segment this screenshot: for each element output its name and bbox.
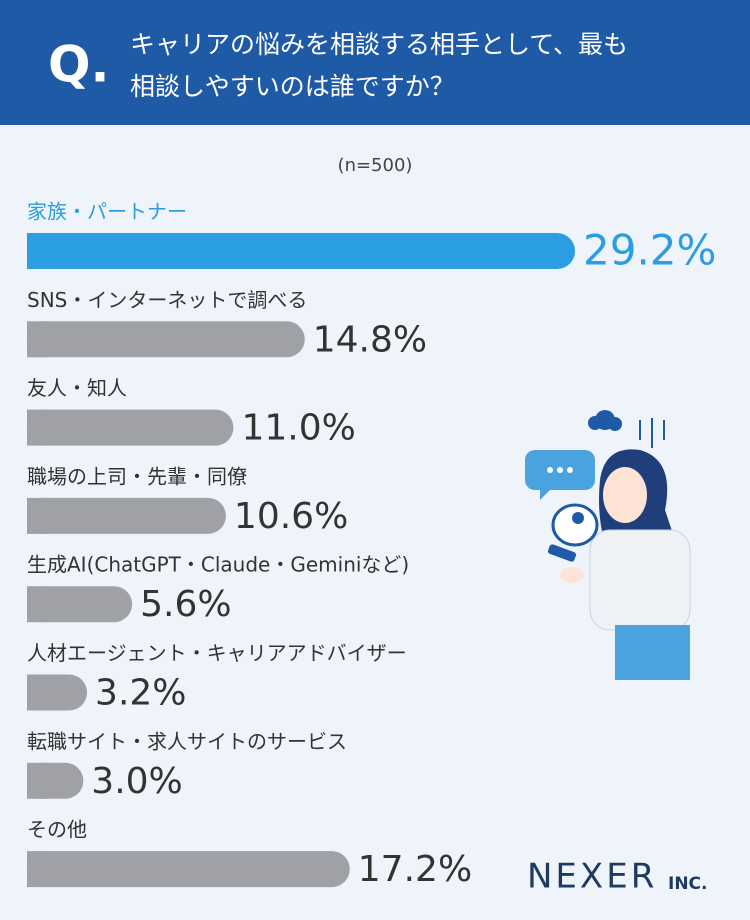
value-label: 5.6% <box>140 584 231 625</box>
bar-left-edge <box>27 674 47 711</box>
header-band <box>0 0 750 125</box>
logo-suffix: INC. <box>668 874 708 894</box>
value-label: 17.2% <box>358 849 472 890</box>
bar-left-edge <box>27 321 47 358</box>
category-label: 家族・パートナー <box>27 200 187 224</box>
q-mark: Q. <box>48 36 110 94</box>
bar-left-edge <box>27 851 47 888</box>
question-line: 相談しやすいのは誰ですか？ <box>130 72 455 101</box>
category-label: その他 <box>27 818 87 842</box>
bar <box>27 233 575 269</box>
category-label: SNS・インターネットで調べる <box>27 288 307 312</box>
category-label: 生成AI(ChatGPT・Claude・Geminiなど) <box>27 553 409 577</box>
bar-left-edge <box>27 586 47 623</box>
value-label: 3.2% <box>95 673 186 714</box>
bar-left-edge <box>27 762 47 799</box>
bar <box>27 409 234 446</box>
logo-name: NEXER <box>527 857 657 897</box>
bar-left-edge <box>27 409 47 446</box>
value-label: 14.8% <box>313 319 427 360</box>
category-label: 職場の上司・先輩・同僚 <box>27 464 247 488</box>
bar <box>27 321 305 358</box>
bar <box>27 851 350 888</box>
category-label: 友人・知人 <box>27 376 127 400</box>
bar-left-edge <box>27 497 47 534</box>
bar <box>27 497 226 534</box>
category-label: 人材エージェント・キャリアアドバイザー <box>27 641 407 665</box>
bar-left-edge <box>27 233 47 269</box>
value-label: 3.0% <box>91 761 182 802</box>
bar <box>27 586 133 623</box>
question-line: キャリアの悩みを相談する相手として、最も <box>130 30 628 59</box>
value-label: 10.6% <box>234 496 348 537</box>
value-label: 11.0% <box>241 408 355 449</box>
category-label: 転職サイト・求人サイトのサービス <box>27 729 347 753</box>
sample-size: (n=500) <box>338 155 413 176</box>
value-label: 29.2% <box>583 226 716 275</box>
illustration <box>525 410 691 680</box>
logo: NEXER INC. <box>527 857 708 897</box>
